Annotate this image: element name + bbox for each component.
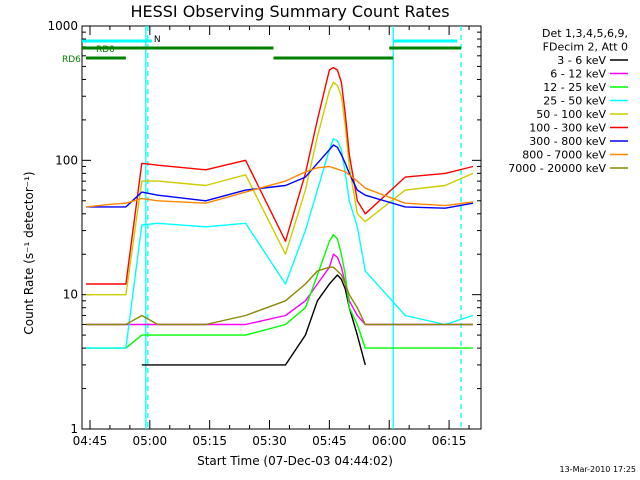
legend-entry-label: 7000 - 20000 keV — [508, 162, 606, 175]
legend-entry-label: 800 - 7000 keV — [522, 149, 606, 162]
series-line — [86, 66, 474, 285]
attenuator-label: N — [154, 35, 161, 45]
legend-entry-label: 100 - 300 keV — [529, 122, 606, 135]
decimation-label: RD0 — [96, 45, 115, 55]
legend-title: FDecim 2, Att 0 — [543, 41, 628, 54]
series-line — [86, 144, 474, 209]
legend-entry-label: 12 - 25 keV — [543, 81, 606, 94]
plot-area: 1 10 100 1000 04:45 05:00 05:15 05:30 05:45 06:00… — [47, 19, 482, 448]
x-axis-label: Start Time (07-Dec-03 04:44:02) — [197, 454, 393, 468]
x-tick-label: 05:00 — [133, 434, 168, 448]
decimation-label: RD6 — [62, 55, 81, 65]
x-tick-label: 04:45 — [73, 434, 108, 448]
y-tick-label: 1000 — [47, 19, 78, 33]
footer-timestamp: 13-Mar-2010 17:25 — [560, 465, 637, 474]
y-tick-label: 100 — [55, 153, 78, 167]
series-line — [86, 81, 474, 296]
legend-entry-label: 25 - 50 keV — [543, 95, 606, 108]
legend-title: Det 1,3,4,5,6,9, — [542, 27, 628, 40]
y-tick-label: 10 — [63, 288, 78, 302]
x-tick-label: 05:45 — [312, 434, 347, 448]
series-line — [141, 274, 366, 366]
x-tick-label: 06:00 — [372, 434, 407, 448]
x-tick-label: 05:15 — [192, 434, 227, 448]
y-axis-label: Count Rate (s⁻¹ detector⁻¹) — [22, 171, 36, 334]
series-line — [85, 165, 474, 208]
legend-entry-label: 300 - 800 keV — [529, 135, 606, 148]
legend: Det 1,3,4,5,6,9,FDecim 2, Att 03 - 6 keV… — [508, 27, 628, 175]
series-line — [86, 253, 473, 326]
legend-entry-label: 50 - 100 keV — [536, 108, 606, 121]
chart-title: HESSI Observing Summary Count Rates — [130, 2, 449, 21]
series-line — [86, 266, 473, 326]
legend-entry-label: 6 - 12 keV — [550, 68, 606, 81]
x-tick-label: 06:15 — [432, 434, 467, 448]
series-line — [86, 233, 473, 349]
x-tick-label: 05:30 — [252, 434, 287, 448]
plot-frame — [81, 25, 482, 430]
y-tick-label: 1 — [70, 422, 78, 436]
legend-entry-label: 3 - 6 keV — [557, 54, 606, 67]
